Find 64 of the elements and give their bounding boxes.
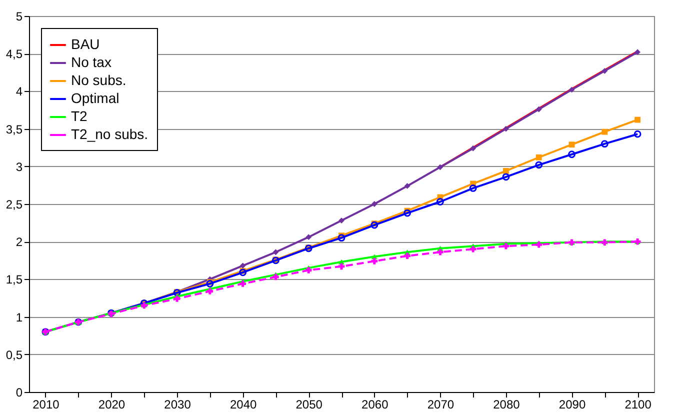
x-tick-label: 2030	[164, 398, 192, 412]
point	[437, 248, 444, 256]
point	[436, 198, 444, 206]
point	[470, 145, 476, 152]
point	[239, 268, 247, 276]
point	[272, 274, 279, 280]
y-tick-label: 1,5	[6, 272, 23, 287]
y-tick-label: 2,5	[6, 198, 23, 212]
point	[206, 288, 214, 294]
x-tick-label: 2100	[624, 398, 652, 412]
point	[338, 234, 346, 242]
legend-label: BAU	[71, 36, 100, 52]
y-tick-label: 1	[16, 310, 23, 324]
y-tick-label: 3,5	[6, 122, 23, 136]
point	[536, 106, 542, 112]
point	[568, 142, 575, 148]
point	[305, 267, 312, 274]
x-tick-label: 2010	[32, 398, 60, 412]
point	[503, 168, 509, 174]
y-tick-label: 4,5	[6, 47, 23, 62]
point	[634, 116, 641, 123]
point	[503, 126, 509, 132]
point	[568, 150, 576, 158]
point	[469, 184, 477, 192]
y-tick-label: 0	[16, 386, 23, 400]
point	[371, 201, 378, 207]
y-tick-label: 2	[16, 235, 23, 250]
point	[536, 154, 542, 160]
point	[568, 86, 575, 93]
point	[370, 221, 378, 229]
legend-label: Optimal	[71, 90, 120, 106]
x-tick-label: 2060	[362, 398, 389, 412]
y-tick-label: 3	[16, 160, 23, 174]
legend-label: No subs.	[71, 72, 126, 88]
point	[602, 128, 608, 135]
point	[535, 161, 543, 169]
x-tick-label: 2090	[558, 398, 586, 412]
point	[338, 263, 345, 270]
x-tick-label: 2040	[230, 398, 257, 412]
point	[404, 209, 411, 217]
x-tick-label: 2070	[427, 398, 454, 412]
point	[404, 252, 410, 260]
point	[502, 173, 510, 181]
point	[404, 182, 410, 189]
point	[306, 234, 312, 240]
y-tick-label: 4	[16, 84, 23, 99]
point	[602, 68, 608, 74]
x-tick-label: 2020	[98, 398, 126, 412]
point	[470, 246, 476, 252]
point	[437, 164, 444, 170]
point	[600, 140, 608, 148]
point	[371, 258, 378, 264]
point	[174, 296, 180, 302]
point	[502, 242, 510, 250]
point	[634, 49, 641, 56]
x-tick-label: 2080	[493, 398, 520, 412]
point	[240, 280, 246, 287]
y-tick-label: 5	[16, 10, 23, 24]
point	[272, 249, 279, 256]
legend-label: No tax	[71, 54, 112, 70]
x-tick-label: 2050	[296, 398, 323, 412]
legend-label: T2	[71, 108, 88, 124]
legend-label: T2_no subs.	[71, 126, 148, 142]
y-tick-label: 0,5	[6, 348, 23, 362]
